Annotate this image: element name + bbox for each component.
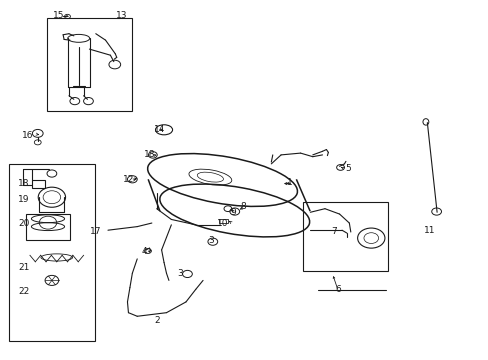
Text: 21: 21 [19, 264, 30, 273]
Text: 10: 10 [216, 219, 228, 228]
Text: 13: 13 [116, 11, 127, 20]
Text: 1: 1 [286, 178, 292, 187]
Text: 16: 16 [22, 131, 33, 140]
Text: 15: 15 [52, 11, 64, 20]
Bar [47, 18, 132, 111]
Bar [219, 219, 227, 224]
Bar [9, 164, 95, 341]
Text: 4: 4 [142, 247, 147, 256]
Text: 14: 14 [153, 125, 164, 134]
Text: 6: 6 [335, 285, 340, 294]
Bar [32, 180, 44, 188]
Text: 22: 22 [19, 287, 30, 296]
Text: 8: 8 [240, 202, 246, 211]
Text: 7: 7 [331, 228, 336, 237]
Text: 18: 18 [143, 150, 155, 159]
Text: 20: 20 [19, 219, 30, 228]
Bar [303, 202, 387, 271]
Text: 3: 3 [177, 269, 183, 278]
Text: 17: 17 [90, 227, 102, 236]
Text: 11: 11 [423, 226, 435, 235]
Text: 18: 18 [19, 179, 30, 188]
Bar [26, 215, 70, 240]
Text: 19: 19 [19, 195, 30, 204]
Text: 3: 3 [208, 237, 214, 246]
Text: 9: 9 [229, 208, 235, 217]
Text: 5: 5 [345, 164, 350, 173]
Text: 12: 12 [122, 175, 134, 184]
Text: 2: 2 [154, 316, 159, 325]
